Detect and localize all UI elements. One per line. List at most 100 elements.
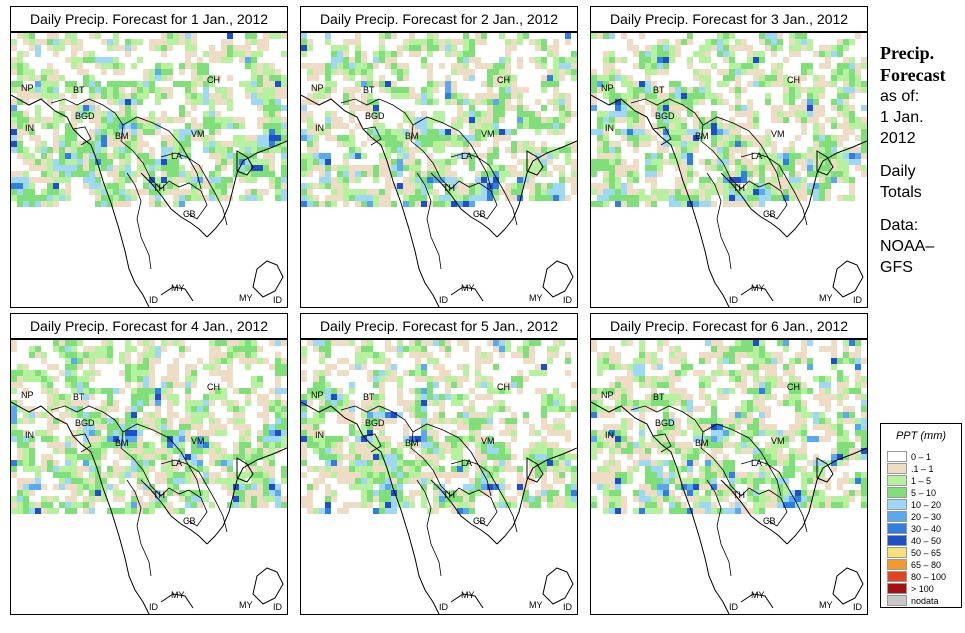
country-label: ID xyxy=(149,295,159,305)
country-label: LA xyxy=(171,458,182,468)
coastline xyxy=(591,94,867,307)
legend-label: 30 – 40 xyxy=(911,524,942,534)
legend-label: nodata xyxy=(911,596,939,606)
forecast-panel-day-3: Daily Precip. Forecast for 3 Jan., 2012 … xyxy=(590,6,868,308)
country-label: IN xyxy=(605,123,614,133)
legend-swatch xyxy=(887,595,907,606)
country-label: MY xyxy=(171,283,185,293)
country-label: MY xyxy=(819,293,833,303)
country-label: ID xyxy=(853,295,863,305)
country-label: BGD xyxy=(75,111,95,121)
legend-title: PPT (mm) xyxy=(895,430,947,442)
side-annotation: Precip. Forecast as of: 1 Jan. 2012 Dail… xyxy=(880,42,964,278)
country-borders xyxy=(50,98,228,270)
legend-item: .1 – 1 xyxy=(887,463,934,475)
period-line-1: Daily xyxy=(880,163,916,180)
country-label: ID xyxy=(273,602,283,612)
panel-title: Daily Precip. Forecast for 1 Jan., 2012 xyxy=(10,6,288,32)
country-label: NP xyxy=(601,390,614,400)
country-label: TH xyxy=(443,183,455,193)
country-label: CB xyxy=(473,516,486,526)
precip-map: NP BT IN BGD CH BM VM LA TH CB MY ID MY ID xyxy=(300,32,578,308)
country-label: BM xyxy=(115,438,129,448)
legend-label: 5 – 10 xyxy=(911,488,937,498)
legend-label: 65 – 80 xyxy=(911,560,942,570)
forecast-panel-day-1: Daily Precip. Forecast for 1 Jan., 2012 … xyxy=(10,6,288,308)
country-label: LA xyxy=(751,151,762,161)
country-label: NP xyxy=(311,390,324,400)
legend-item: 50 – 65 xyxy=(887,547,941,559)
country-label: IN xyxy=(605,430,614,440)
legend-label: 50 – 65 xyxy=(911,548,942,558)
country-label: MY xyxy=(819,600,833,610)
precip-map: NP BT IN BGD CH BM VM LA TH CB MY ID MY ID xyxy=(590,339,868,615)
precip-raster: NP BT IN BGD CH BM VM LA TH CB MY ID MY ID xyxy=(591,33,867,307)
precip-raster: NP BT IN BGD CH BM VM LA TH CB MY ID MY ID xyxy=(11,33,287,307)
precip-legend: PPT (mm) 0 – 1 .1 – 1 1 – 5 5 – 10 10 – 20 20… xyxy=(880,423,962,608)
country-borders xyxy=(340,405,518,577)
legend-item: 0 – 1 xyxy=(887,451,931,463)
period-line-2: Totals xyxy=(880,184,922,201)
precip-raster: NP BT IN BGD CH BM VM LA TH CB MY ID MY ID xyxy=(591,340,867,614)
country-label: CB xyxy=(473,209,486,219)
legend-swatch xyxy=(887,499,907,510)
country-label: ID xyxy=(563,602,573,612)
country-label: VM xyxy=(481,436,495,446)
legend-label: 0 – 1 xyxy=(911,452,932,462)
precip-map: NP BT IN BGD CH BM VM LA TH CB MY ID MY ID xyxy=(10,32,288,308)
country-label: MY xyxy=(751,283,765,293)
coastline xyxy=(301,94,577,307)
country-label: BGD xyxy=(365,418,385,428)
country-label: BT xyxy=(363,392,375,402)
country-label: ID xyxy=(563,295,573,305)
legend-swatch xyxy=(887,463,907,474)
coastline xyxy=(301,401,577,614)
country-label: BGD xyxy=(655,111,675,121)
country-label: VM xyxy=(481,129,495,139)
country-label: ID xyxy=(149,602,159,612)
country-label: TH xyxy=(153,490,165,500)
country-label: BGD xyxy=(655,418,675,428)
country-label: CH xyxy=(787,75,800,85)
country-label: BGD xyxy=(75,418,95,428)
country-label: CH xyxy=(207,382,220,392)
heading-line-2: Forecast xyxy=(880,65,946,85)
country-label: MY xyxy=(529,600,543,610)
panel-title: Daily Precip. Forecast for 5 Jan., 2012 xyxy=(300,313,578,339)
source-line-1: Data: xyxy=(880,217,919,234)
country-label: IN xyxy=(25,430,34,440)
country-label: TH xyxy=(733,183,745,193)
country-label: VM xyxy=(771,436,785,446)
legend-swatch xyxy=(887,583,907,594)
heading-line-1: Precip. xyxy=(880,43,935,63)
country-label: VM xyxy=(191,129,205,139)
coastline xyxy=(11,94,287,307)
legend-label: .1 – 1 xyxy=(911,464,934,474)
country-label: LA xyxy=(461,458,472,468)
forecast-panel-day-4: Daily Precip. Forecast for 4 Jan., 2012 … xyxy=(10,313,288,615)
legend-label: 80 – 100 xyxy=(911,572,947,582)
country-label: TH xyxy=(443,490,455,500)
country-borders xyxy=(340,98,518,270)
country-label: ID xyxy=(729,602,739,612)
legend-swatch xyxy=(887,523,907,534)
country-label: MY xyxy=(461,283,475,293)
country-label: BT xyxy=(73,85,85,95)
country-label: NP xyxy=(21,390,34,400)
country-label: NP xyxy=(311,83,324,93)
forecast-panel-day-2: Daily Precip. Forecast for 2 Jan., 2012 … xyxy=(300,6,578,308)
forecast-panel-day-6: Daily Precip. Forecast for 6 Jan., 2012 … xyxy=(590,313,868,615)
legend-item: 40 – 50 xyxy=(887,535,941,547)
legend-swatch xyxy=(887,547,907,558)
coastline xyxy=(591,401,867,614)
country-label: MY xyxy=(171,590,185,600)
country-label: LA xyxy=(171,151,182,161)
source-line-3: GFS xyxy=(880,259,913,276)
precip-map: NP BT IN BGD CH BM VM LA TH CB MY ID MY ID xyxy=(590,32,868,308)
country-borders xyxy=(630,98,808,270)
legend-label: 1 – 5 xyxy=(911,476,932,486)
forecast-panel-day-5: Daily Precip. Forecast for 5 Jan., 2012 … xyxy=(300,313,578,615)
country-label: LA xyxy=(461,151,472,161)
precip-raster: NP BT IN BGD CH BM VM LA TH CB MY ID MY ID xyxy=(11,340,287,614)
panel-title: Daily Precip. Forecast for 3 Jan., 2012 xyxy=(590,6,868,32)
